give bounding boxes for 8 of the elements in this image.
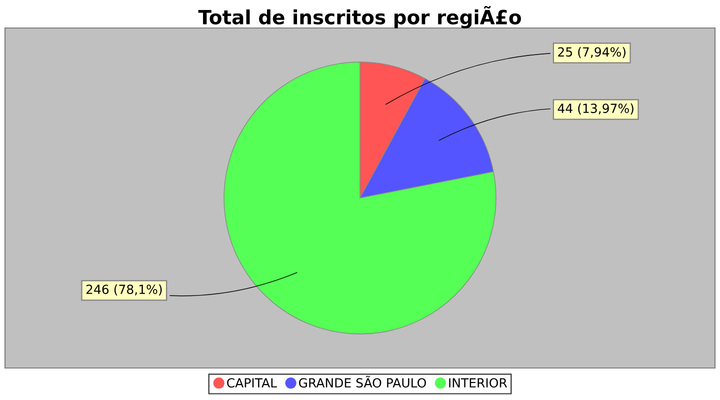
data-label: 25 (7,94%) (558, 46, 626, 58)
data-label: 44 (13,97%) (558, 103, 634, 115)
legend-label: INTERIOR (449, 378, 508, 388)
data-label: 246 (78,1%) (86, 284, 162, 296)
legend-label: GRANDE SÃO PAULO (298, 376, 426, 388)
chart-title: Total de inscritos por regiÃ£o (198, 6, 521, 28)
pie-slice (224, 62, 496, 334)
legend-label: CAPITAL (227, 378, 277, 388)
